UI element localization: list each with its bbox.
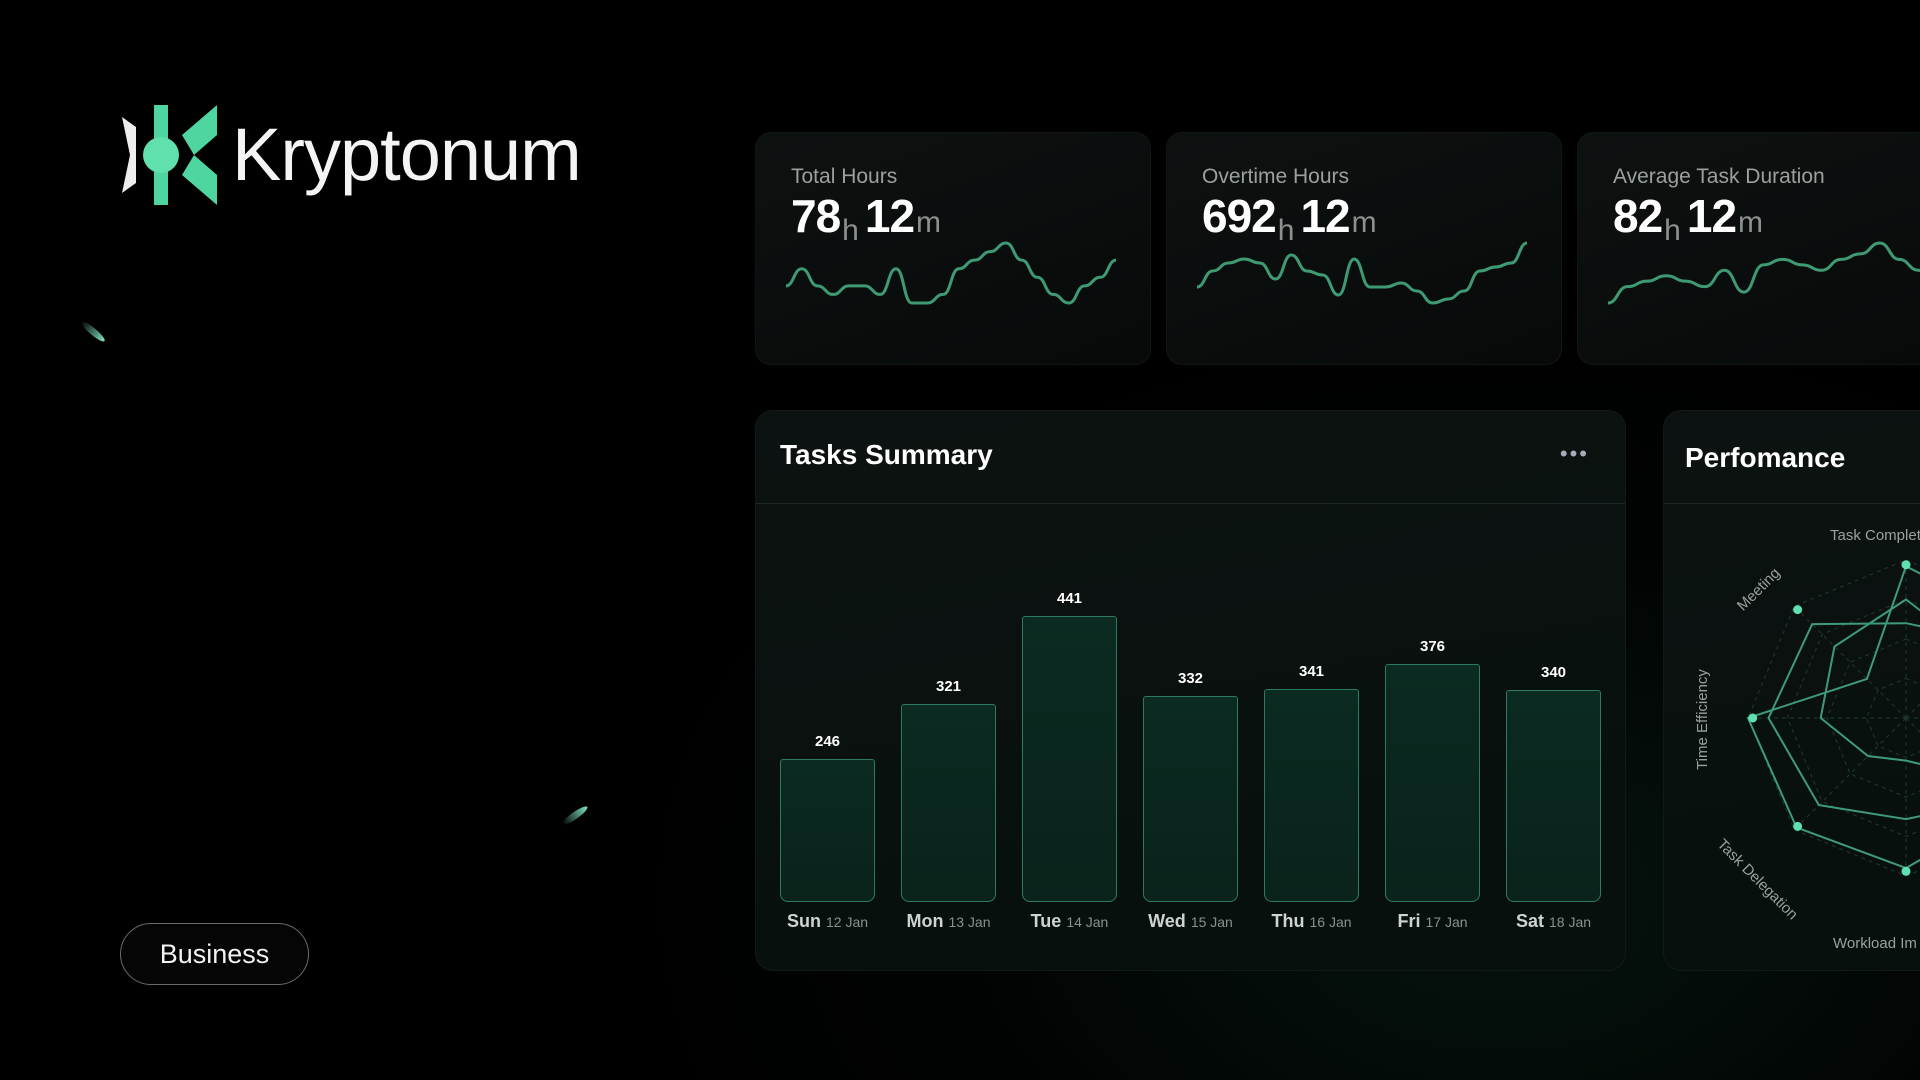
minutes-value: 12 [864,190,915,242]
bar[interactable] [780,758,875,902]
radar-label: Workload Im [1833,935,1917,952]
bar-value-label: 376 [1419,637,1446,655]
bar[interactable] [1506,689,1601,902]
hours-unit: h [1277,214,1295,247]
radar-point[interactable] [1901,866,1911,876]
day-label: Sat [1515,911,1544,931]
kryptonum-logo [122,105,217,205]
stat-title: Average Task Duration [1613,165,1825,188]
bar-category-label: Sat 18 Jan [1493,911,1614,932]
bar-value-label: 441 [1056,590,1083,607]
panel-header: Perfomance [1664,411,1920,504]
day-label: Sun [786,911,821,931]
sparkline-path [1197,241,1528,305]
radar-axis [1905,717,1920,733]
radar-series [1767,622,1920,821]
radar-chart [1746,559,1920,877]
bar-category-label: Thu 16 Jan [1251,911,1372,932]
date-label: 18 Jan [1548,914,1592,930]
more-horizontal-icon[interactable]: ••• [1559,441,1589,466]
performance-panel: Perfomance Task Complet Workload Im Meet… [1663,410,1920,971]
day-label: Thu [1271,911,1305,931]
bar[interactable] [1385,663,1480,902]
hours-value: 78 [791,190,841,242]
panel-title: Tasks Summary [780,439,993,470]
sparkline [786,241,1117,305]
date-label: 14 Jan [1066,914,1109,930]
day-label: Fri [1397,911,1421,931]
bar-category-label: Wed 15 Jan [1130,911,1251,932]
bar[interactable] [1264,689,1359,902]
date-label: 17 Jan [1425,914,1468,930]
stat-card: Total Hours 78h 12m [755,132,1151,365]
decorative-leaf [79,319,107,344]
sparkline [1608,241,1920,305]
date-label: 16 Jan [1309,914,1352,930]
radar-grid-ring [1865,677,1920,759]
hours-unit: h [842,214,859,247]
brand-name: Kryptonum [232,113,582,196]
radar-point[interactable] [1793,821,1803,831]
stat-value: 692h 12m [1202,189,1383,248]
stat-value: 82h 12m [1613,189,1769,248]
date-label: 15 Jan [1190,914,1233,930]
bar[interactable] [1143,695,1238,902]
date-label: 12 Jan [825,914,869,930]
bar-category-label: Fri 17 Jan [1372,911,1493,932]
bar[interactable] [1022,616,1117,902]
sparkline-path [1608,241,1920,305]
radar-point[interactable] [1793,605,1803,615]
stat-title: Total Hours [791,165,898,188]
minutes-value: 12 [1686,190,1737,242]
bar[interactable] [901,703,996,902]
sparkline [1197,241,1528,305]
decorative-leaf [560,804,590,827]
radar-grid-ring [1826,638,1920,798]
radar-series [1819,598,1920,765]
panel-header: Tasks Summary ••• [756,411,1625,504]
day-label: Wed [1148,911,1186,931]
hours-unit: h [1664,214,1681,247]
sparkline-path [786,241,1117,305]
radar-label: Task Complet [1830,527,1920,544]
stat-value: 78h 12m [791,189,947,248]
radar-grid-ring [1747,559,1920,877]
hours-value: 692 [1202,190,1277,242]
radar-point[interactable] [1748,713,1758,723]
stat-card: Average Task Duration 82h 12m [1577,132,1920,365]
radar-grid-ring [1786,598,1920,838]
business-tag[interactable]: Business [120,923,309,985]
day-label: Mon [906,911,944,931]
radar-series [1746,564,1920,870]
bar-value-label: 341 [1298,663,1325,681]
minutes-unit: m [916,206,942,239]
minutes-unit: m [1351,206,1377,239]
bar-value-label: 246 [814,732,841,750]
stat-title: Overtime Hours [1202,165,1350,188]
day-label: Tue [1030,911,1062,931]
date-label: 13 Jan [948,914,991,930]
hours-value: 82 [1613,190,1663,242]
panel-title: Perfomance [1685,442,1846,473]
radar-axis [1793,717,1907,831]
bar-value-label: 340 [1540,663,1567,681]
tasks-summary-panel: Tasks Summary ••• 246 Sun 12 Jan 321 Mon 13… [755,410,1626,971]
bar-category-label: Tue 14 Jan [1009,911,1130,932]
radar-point[interactable] [1901,560,1911,570]
stat-card: Overtime Hours 692h 12m [1166,132,1562,365]
minutes-value: 12 [1300,190,1350,242]
bar-value-label: 321 [935,677,962,695]
bar-category-label: Sun 12 Jan [767,911,888,932]
minutes-unit: m [1738,206,1764,239]
radar-label: Time Efficiency [1693,669,1711,770]
bar-category-label: Mon 13 Jan [888,911,1009,932]
bar-value-label: 332 [1177,669,1204,687]
